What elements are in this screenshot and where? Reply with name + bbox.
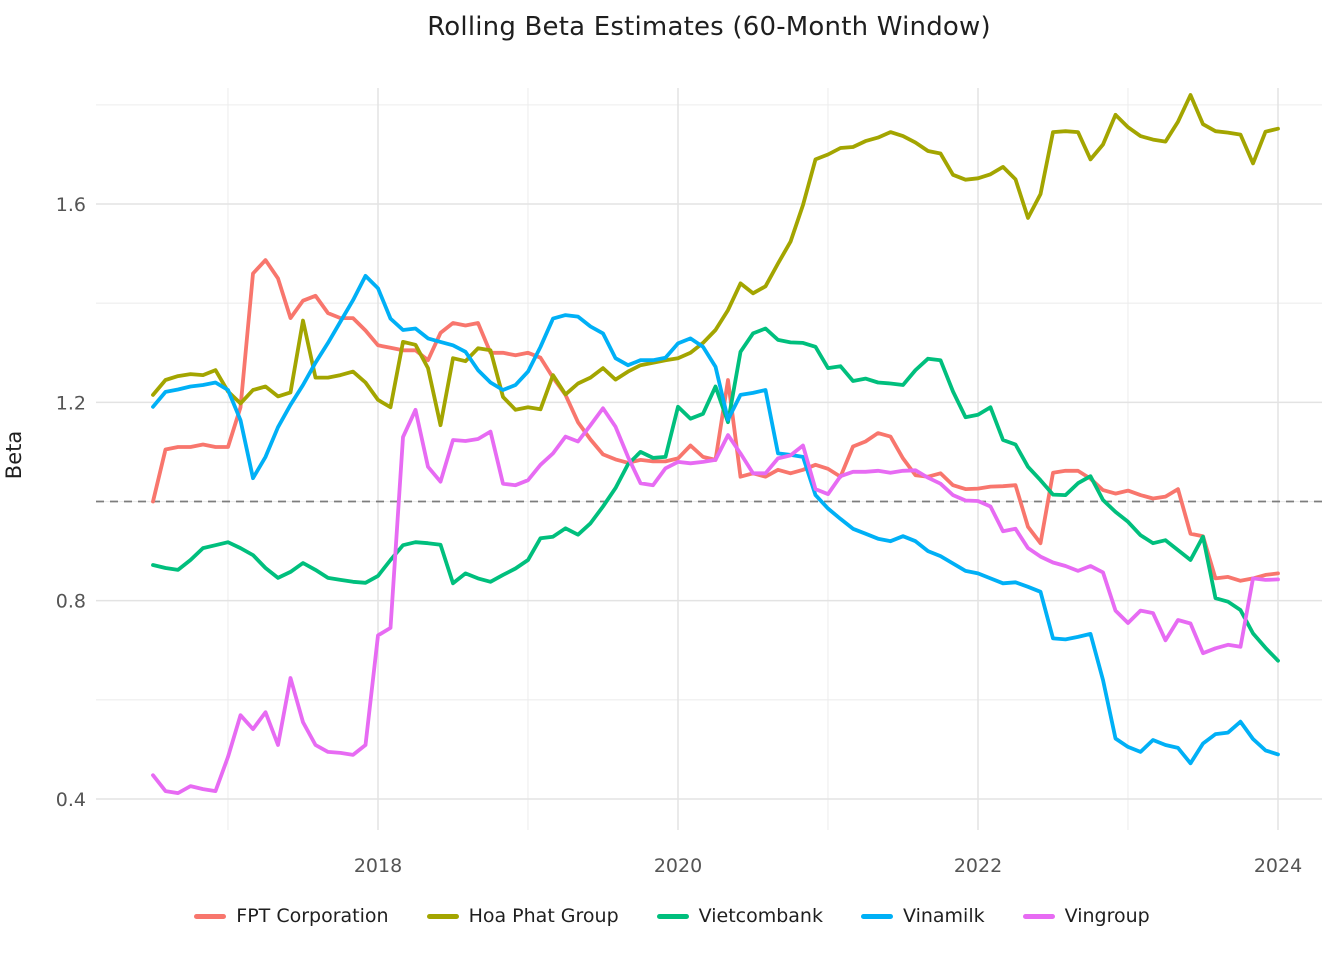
legend-item-vietcombank: Vietcombank: [656, 905, 823, 927]
legend-swatch: [426, 913, 459, 919]
legend-swatch: [656, 913, 689, 919]
series-line-vietcombank: [151, 326, 1280, 663]
x-tick-label: 2020: [654, 855, 702, 877]
y-tick-label: 0.8: [56, 591, 86, 613]
series-line-hoa-phat-group: [151, 93, 1280, 428]
series-line-vingroup: [151, 406, 1280, 795]
legend-item-hoa-phat-group: Hoa Phat Group: [426, 905, 619, 927]
legend-swatch: [1022, 913, 1055, 919]
legend-swatch: [194, 913, 227, 919]
legend-label: Hoa Phat Group: [468, 905, 619, 927]
legend-label: Vingroup: [1064, 905, 1150, 927]
legend: FPT Corporation Hoa Phat Group Vietcombank…: [0, 905, 1344, 927]
legend-label: Vietcombank: [698, 905, 823, 927]
x-tick-label: 2022: [954, 855, 1002, 877]
legend-label: FPT Corporation: [236, 905, 389, 927]
series-line-fpt-corporation: [151, 258, 1280, 583]
y-tick-label: 0.4: [56, 789, 86, 811]
x-tick-label: 2024: [1254, 855, 1302, 877]
x-tick-label: 2018: [354, 855, 402, 877]
y-tick-label: 1.2: [56, 392, 86, 414]
legend-label: Vinamilk: [902, 905, 985, 927]
legend-item-vingroup: Vingroup: [1022, 905, 1150, 927]
legend-swatch: [860, 913, 893, 919]
legend-item-vinamilk: Vinamilk: [860, 905, 985, 927]
legend-item-fpt-corporation: FPT Corporation: [194, 905, 389, 927]
series-line-vinamilk: [151, 273, 1280, 766]
y-tick-label: 1.6: [56, 194, 86, 216]
chart-title: Rolling Beta Estimates (60-Month Window): [427, 12, 991, 42]
